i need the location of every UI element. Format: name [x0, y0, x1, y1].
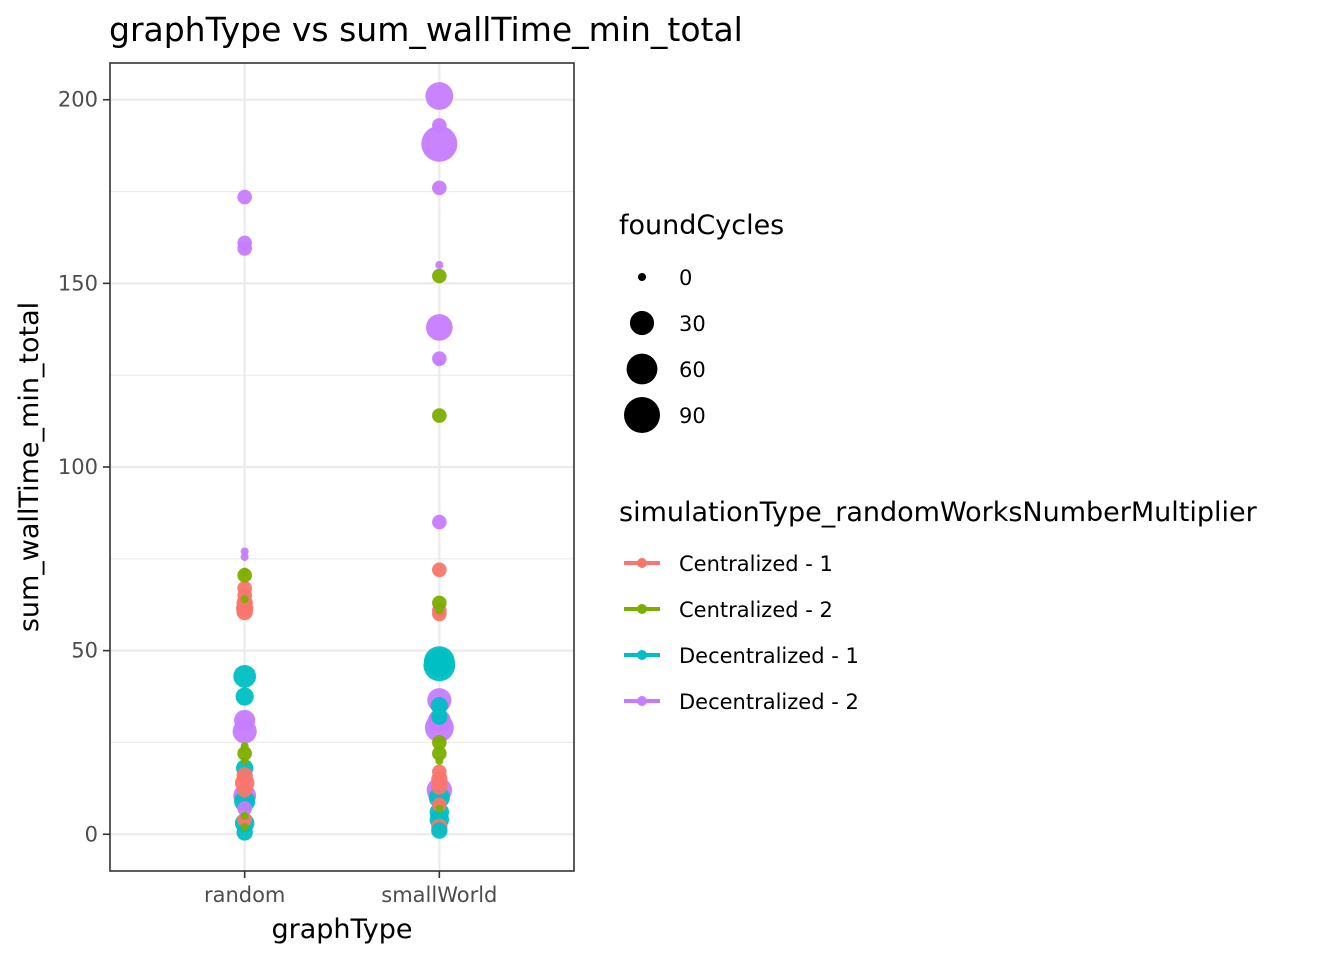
data-point [240, 595, 249, 604]
data-point [235, 687, 254, 706]
y-tick-label: 200 [58, 88, 98, 112]
data-points [232, 82, 458, 841]
color-legend-key [637, 650, 647, 660]
color-legend-key [637, 558, 647, 568]
data-point [233, 664, 257, 688]
data-point [432, 268, 447, 284]
data-point [237, 746, 252, 761]
y-axis-ticks: 0 50 100 150 200 [58, 88, 110, 846]
chart-title: graphType vs sum_wallTime_min_total [109, 10, 743, 49]
color-legend-title: simulationType_randomWorksNumberMultipli… [619, 497, 1258, 528]
data-point [432, 595, 447, 611]
data-point [432, 764, 447, 780]
data-point [423, 646, 455, 678]
data-point [425, 82, 454, 110]
size-legend-label: 90 [679, 404, 706, 428]
color-legend-label: Centralized - 2 [679, 598, 833, 622]
data-point [234, 709, 256, 732]
data-point [435, 804, 444, 813]
y-axis-label: sum_wallTime_min_total [14, 302, 45, 632]
size-legend-label: 30 [679, 312, 706, 336]
data-point [236, 824, 253, 841]
data-point [240, 822, 249, 831]
data-point [240, 567, 249, 576]
data-point [237, 801, 252, 816]
size-legend-label: 0 [679, 266, 692, 290]
y-tick-label: 50 [71, 639, 98, 663]
size-legend-key [626, 353, 658, 385]
color-legend-label: Decentralized - 2 [679, 690, 859, 714]
data-point [240, 547, 249, 556]
data-point [432, 408, 447, 423]
data-point [435, 358, 444, 367]
y-tick-label: 0 [85, 822, 98, 846]
color-legend: simulationType_randomWorksNumberMultipli… [619, 497, 1258, 714]
data-point [435, 261, 444, 269]
data-point [432, 118, 447, 133]
size-legend-label: 60 [679, 358, 706, 382]
data-point [432, 514, 447, 530]
data-point [431, 708, 448, 725]
data-point [236, 603, 253, 621]
color-legend-label: Decentralized - 1 [679, 644, 859, 668]
data-point [432, 746, 447, 761]
data-point [237, 241, 252, 256]
y-tick-label: 150 [58, 271, 98, 295]
y-tick-label: 100 [58, 455, 98, 479]
data-point [432, 180, 447, 196]
data-point [432, 562, 447, 578]
color-legend-label: Centralized - 1 [679, 552, 833, 576]
data-point [431, 778, 448, 795]
color-legend-key [637, 604, 647, 614]
data-point [240, 552, 249, 561]
data-point [240, 811, 249, 820]
size-legend: foundCycles 0 30 60 90 [619, 210, 784, 433]
color-legend-key [637, 696, 647, 706]
size-legend-key [629, 310, 655, 336]
data-point [421, 125, 458, 162]
data-point [237, 782, 252, 798]
data-point [435, 606, 444, 615]
x-axis-ticks: random smallWorld [204, 871, 497, 907]
data-point [432, 735, 447, 750]
size-legend-key [638, 273, 646, 281]
size-legend-title: foundCycles [619, 210, 784, 241]
size-legend-key [624, 397, 660, 433]
data-point [240, 756, 249, 765]
data-point [236, 767, 253, 784]
data-point [240, 742, 249, 751]
x-tick-label: random [204, 883, 285, 907]
x-axis-label: graphType [271, 914, 412, 945]
data-point [435, 756, 444, 765]
data-point [237, 189, 252, 205]
data-point [431, 822, 448, 839]
data-point [426, 314, 453, 341]
x-tick-label: smallWorld [381, 883, 497, 907]
